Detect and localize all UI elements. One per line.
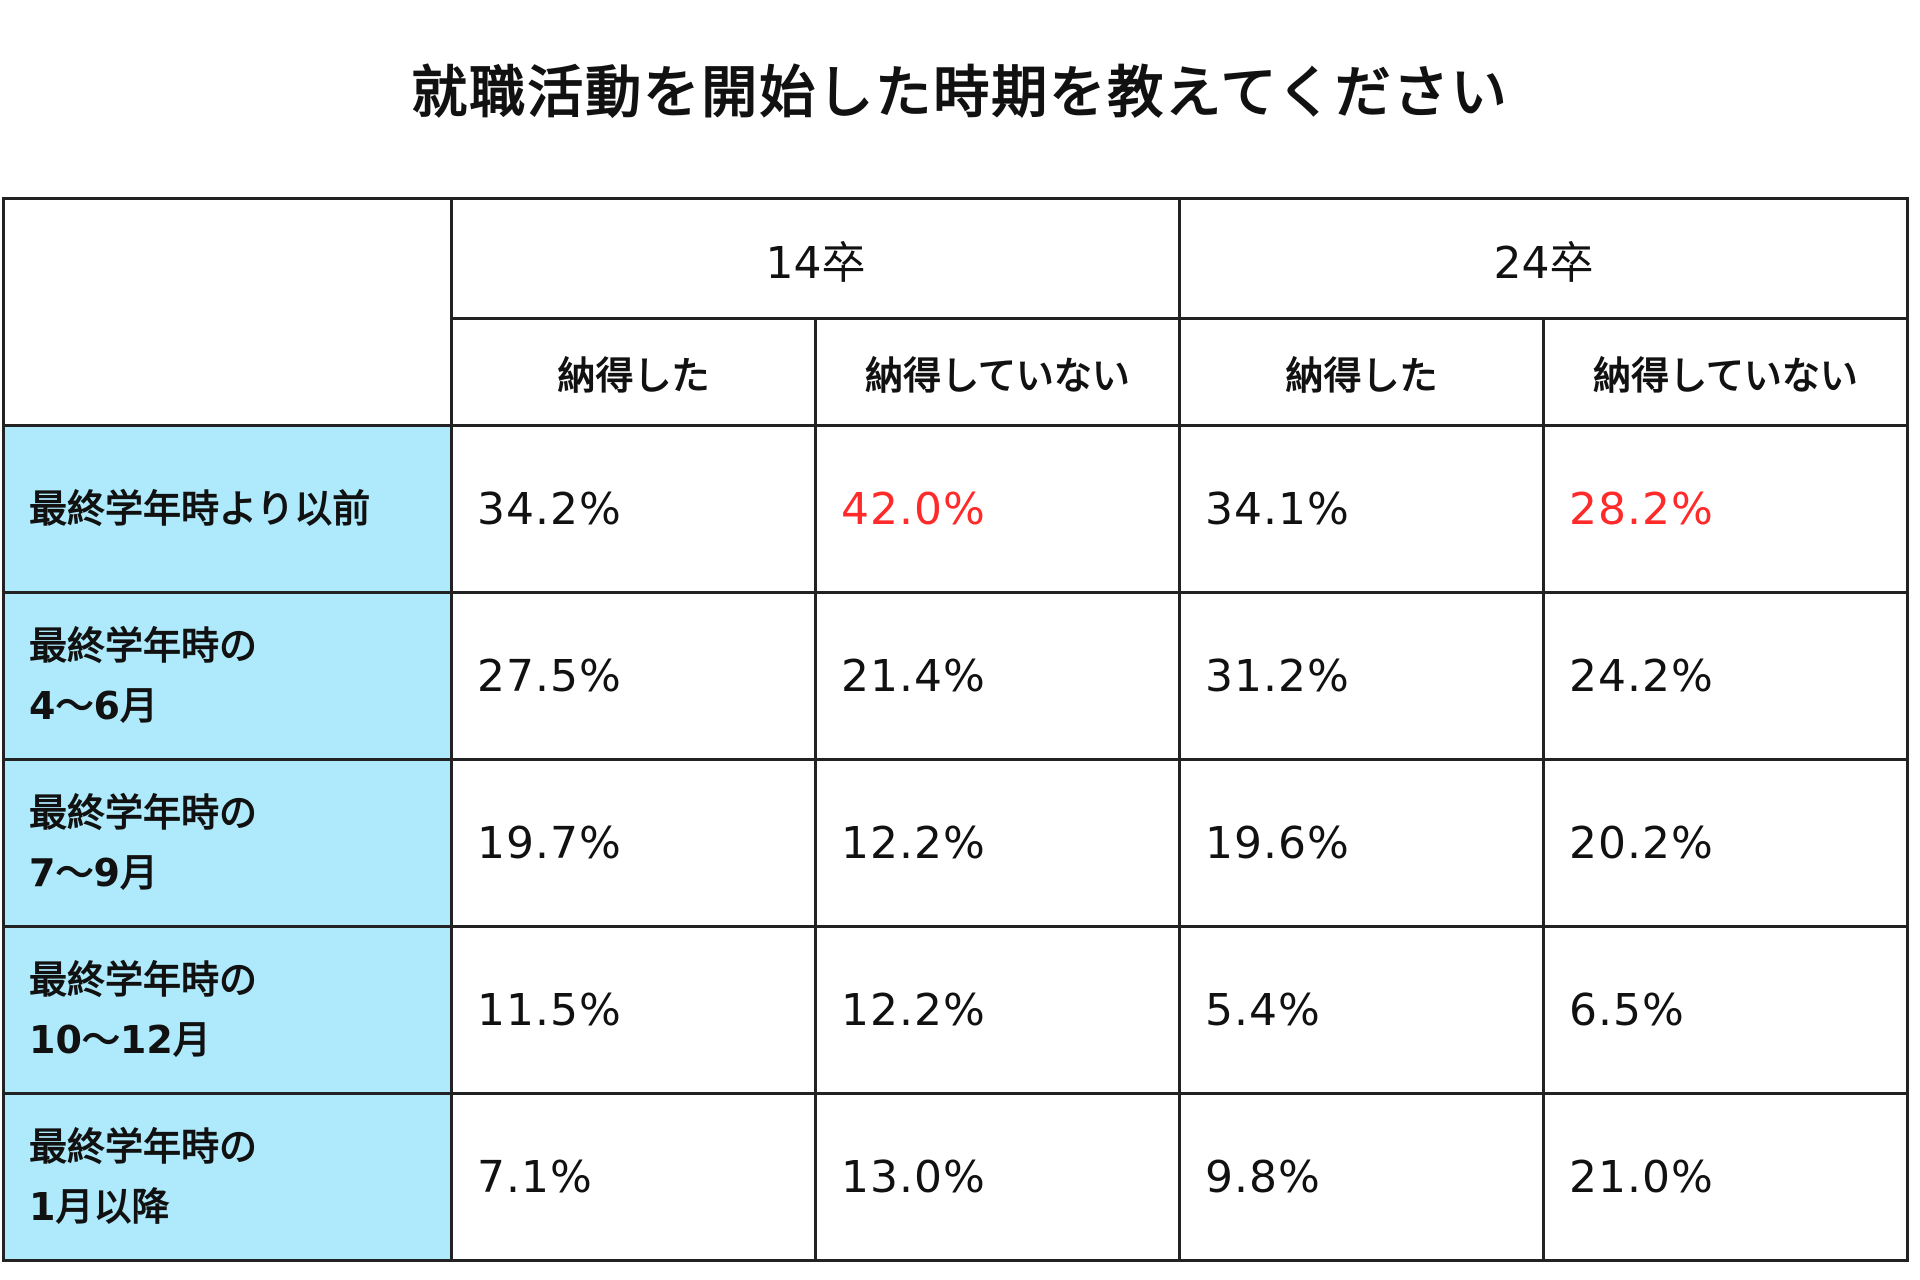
data-table: 14卒 24卒 納得した 納得していない 納得した 納得していない 最終学年時よ… bbox=[2, 197, 1909, 1262]
value-cell: 24.2% bbox=[1542, 591, 1909, 761]
value-cell: 7.1% bbox=[450, 1092, 817, 1262]
table-row: 最終学年時の 1月以降 7.1% 13.0% 9.8% 21.0% bbox=[2, 1092, 1909, 1262]
value-cell: 42.0% bbox=[814, 424, 1181, 594]
row-label-line: 最終学年時の bbox=[29, 1125, 258, 1169]
row-label-line: 最終学年時の bbox=[29, 624, 258, 668]
row-label: 最終学年時の 10～12月 bbox=[2, 925, 453, 1095]
value-cell: 27.5% bbox=[450, 591, 817, 761]
table-row: 最終学年時の 7～9月 19.7% 12.2% 19.6% 20.2% bbox=[2, 758, 1909, 928]
value-cell: 19.6% bbox=[1178, 758, 1545, 928]
row-label-line: 最終学年時の bbox=[29, 958, 258, 1002]
value-cell: 20.2% bbox=[1542, 758, 1909, 928]
group-header-row: 14卒 24卒 bbox=[2, 197, 1909, 427]
chart-title: 就職活動を開始した時期を教えてください bbox=[411, 61, 1509, 126]
row-label: 最終学年時の 4～6月 bbox=[2, 591, 453, 761]
value-cell: 28.2% bbox=[1542, 424, 1909, 594]
value-cell: 13.0% bbox=[814, 1092, 1181, 1262]
value-cell: 31.2% bbox=[1178, 591, 1545, 761]
sub-header: 納得した bbox=[1178, 317, 1545, 427]
value-cell: 21.4% bbox=[814, 591, 1181, 761]
row-label-line: 最終学年時の bbox=[29, 791, 258, 835]
value-cell: 9.8% bbox=[1178, 1092, 1545, 1262]
sub-header: 納得していない bbox=[1542, 317, 1909, 427]
value-cell: 19.7% bbox=[450, 758, 817, 928]
value-cell: 6.5% bbox=[1542, 925, 1909, 1095]
value-cell: 34.1% bbox=[1178, 424, 1545, 594]
value-cell: 5.4% bbox=[1178, 925, 1545, 1095]
corner-cell bbox=[2, 197, 453, 427]
sub-header: 納得した bbox=[450, 317, 817, 427]
row-label-line: 4～6月 bbox=[29, 684, 158, 728]
value-cell: 34.2% bbox=[450, 424, 817, 594]
row-label-line: 1月以降 bbox=[29, 1185, 170, 1229]
table-row: 最終学年時の 10～12月 11.5% 12.2% 5.4% 6.5% bbox=[2, 925, 1909, 1095]
row-label: 最終学年時の 1月以降 bbox=[2, 1092, 453, 1262]
table-row: 最終学年時の 4～6月 27.5% 21.4% 31.2% 24.2% bbox=[2, 591, 1909, 761]
value-cell: 12.2% bbox=[814, 925, 1181, 1095]
row-label-line: 7～9月 bbox=[29, 851, 158, 895]
sub-header: 納得していない bbox=[814, 317, 1181, 427]
value-cell: 11.5% bbox=[450, 925, 817, 1095]
row-label: 最終学年時の 7～9月 bbox=[2, 758, 453, 928]
value-cell: 12.2% bbox=[814, 758, 1181, 928]
sub-header-row: 納得した 納得していない 納得した 納得していない bbox=[4, 317, 1909, 427]
row-label-line: 最終学年時より以前 bbox=[29, 487, 371, 531]
group-header-24: 24卒 bbox=[1178, 197, 1909, 320]
value-cell: 21.0% bbox=[1542, 1092, 1909, 1262]
row-label: 最終学年時より以前 bbox=[2, 424, 453, 594]
row-label-line: 10～12月 bbox=[29, 1018, 211, 1062]
table-row: 最終学年時より以前 34.2% 42.0% 34.1% 28.2% bbox=[2, 424, 1909, 594]
group-header-14: 14卒 bbox=[450, 197, 1181, 320]
